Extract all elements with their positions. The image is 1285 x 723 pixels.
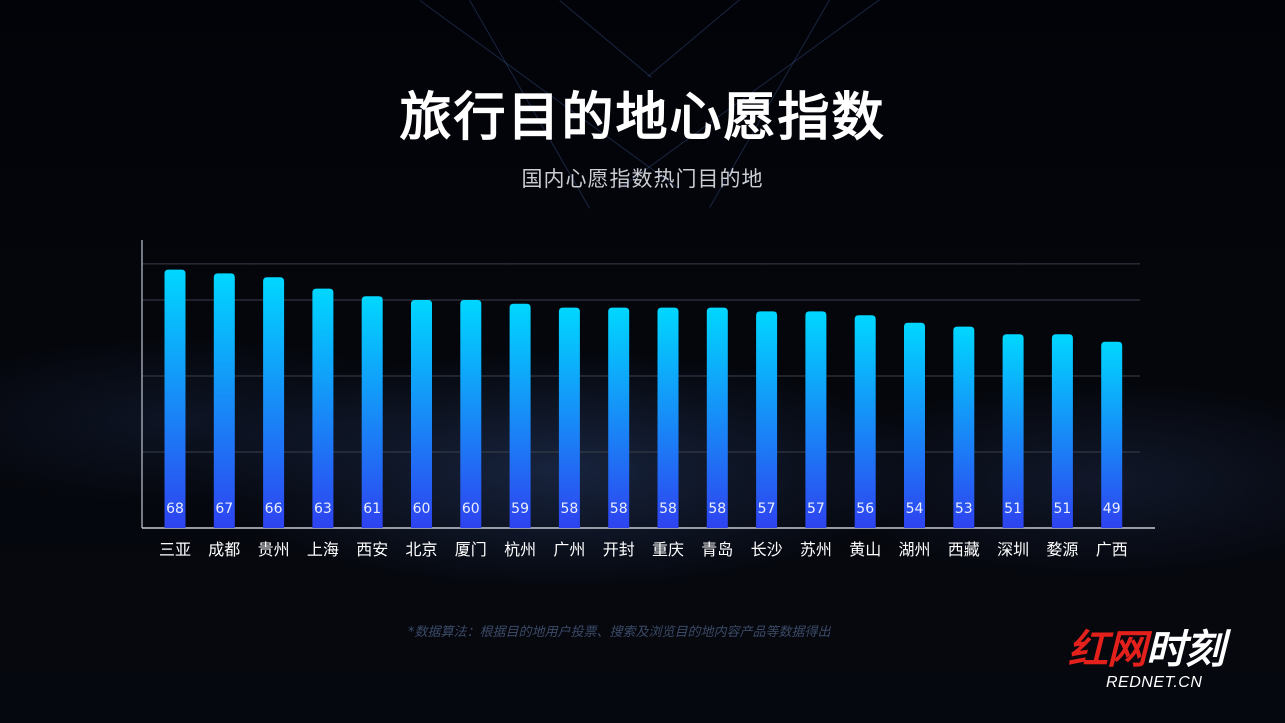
bar — [509, 303, 531, 528]
category-label: 深圳 — [997, 540, 1029, 559]
bar — [213, 273, 235, 528]
bar-value-label: 53 — [955, 501, 973, 517]
bar-value-label: 60 — [462, 501, 480, 517]
bar — [164, 269, 186, 528]
category-label: 开封 — [603, 540, 635, 559]
bar — [904, 322, 925, 528]
bar-value-label: 58 — [560, 501, 578, 517]
category-label: 长沙 — [751, 540, 783, 559]
logo-white-text: 时刻 — [1146, 627, 1225, 673]
bar-value-label: 68 — [166, 501, 184, 517]
bar — [953, 326, 975, 528]
category-label: 北京 — [405, 540, 437, 559]
bar-value-label: 51 — [1004, 501, 1022, 517]
bar-value-label: 58 — [708, 501, 726, 517]
category-label: 厦门 — [455, 540, 487, 559]
bar — [1051, 334, 1073, 528]
category-label: 成都 — [208, 540, 240, 559]
bar-value-label: 57 — [807, 501, 825, 517]
logo-red-text: 红网 — [1068, 627, 1147, 673]
bar — [854, 315, 876, 528]
bar — [460, 300, 482, 528]
category-label: 黄山 — [849, 540, 881, 559]
bar — [411, 300, 432, 528]
category-label: 上海 — [307, 540, 339, 559]
category-label: 广西 — [1096, 540, 1128, 559]
bar-value-label: 58 — [659, 501, 677, 517]
bar — [805, 311, 827, 528]
bar-value-label: 49 — [1103, 501, 1121, 517]
bar — [312, 288, 334, 528]
bar-value-label: 63 — [314, 501, 332, 517]
bar — [756, 311, 778, 528]
bar — [263, 277, 285, 528]
category-label: 婺源 — [1046, 540, 1078, 559]
chart-title: 旅行目的地心愿指数 — [399, 88, 886, 148]
category-label: 青岛 — [701, 540, 733, 559]
category-label: 三亚 — [159, 540, 191, 559]
bar-value-label: 66 — [265, 501, 283, 517]
bar-value-label: 58 — [610, 501, 628, 517]
bar-value-label: 61 — [363, 501, 381, 517]
bar-value-label: 57 — [758, 501, 776, 517]
bar — [706, 307, 728, 528]
category-label: 贵州 — [258, 540, 290, 559]
bar-value-label: 67 — [215, 501, 233, 517]
category-label: 广州 — [553, 540, 585, 559]
bar — [608, 307, 630, 528]
category-label: 西安 — [356, 540, 388, 559]
chart-subtitle: 国内心愿指数热门目的地 — [521, 167, 764, 191]
rednet-logo: 红网时刻 REDNET.CN — [1068, 628, 1258, 698]
bar — [1101, 341, 1123, 528]
logo-domain: REDNET.CN — [1106, 674, 1203, 691]
bar-value-label: 54 — [906, 501, 924, 517]
bar-value-label: 60 — [413, 501, 431, 517]
category-label: 西藏 — [948, 540, 980, 559]
bar-value-label: 59 — [511, 501, 529, 517]
logo-mark: 红网时刻 — [1068, 627, 1225, 673]
bar — [657, 307, 679, 528]
category-label: 湖州 — [898, 540, 930, 559]
category-label: 苏州 — [800, 540, 832, 559]
category-label: 重庆 — [652, 540, 684, 559]
bar-value-label: 56 — [856, 501, 874, 517]
data-source-note: *数据算法：根据目的地用户投票、搜索及浏览目的地内容产品等数据得出 — [408, 625, 831, 640]
bar — [361, 296, 383, 528]
category-label: 杭州 — [504, 540, 536, 559]
bar-value-label: 51 — [1053, 501, 1071, 517]
bar — [1002, 334, 1024, 528]
bar — [558, 307, 580, 528]
